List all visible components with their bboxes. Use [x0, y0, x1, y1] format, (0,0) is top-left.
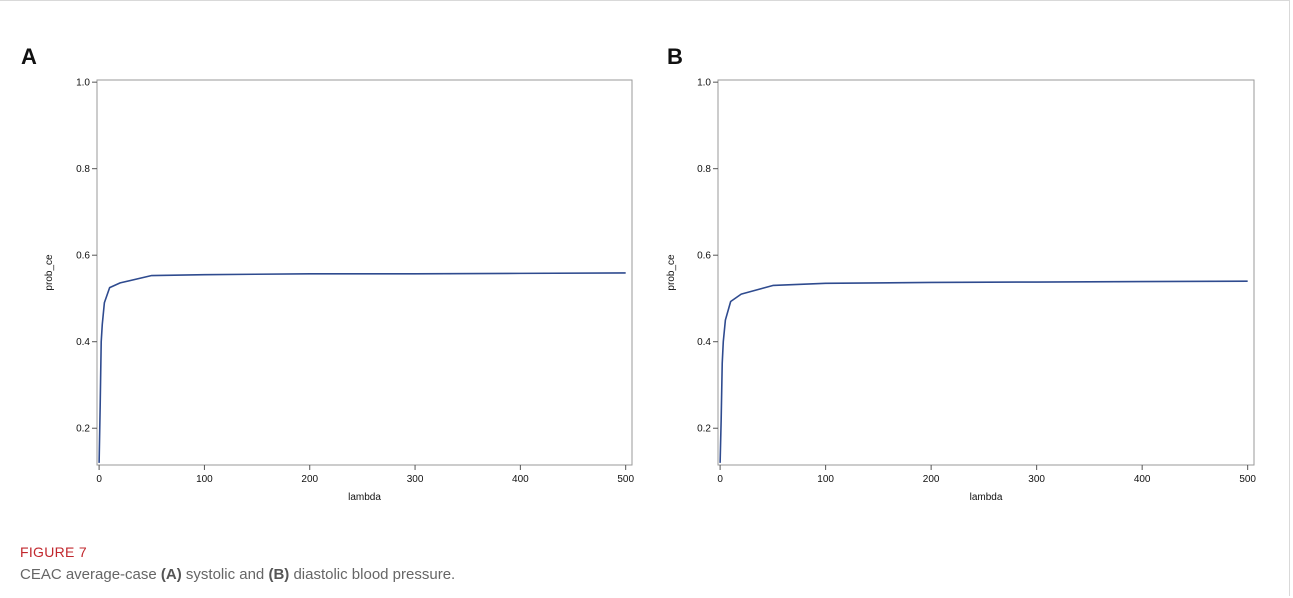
panel-label-b: B: [667, 44, 683, 69]
y-tick-label: 0.4: [76, 337, 90, 348]
y-tick-label: 0.8: [76, 164, 90, 175]
y-tick-label: 0.4: [697, 337, 711, 348]
y-axis-label: prob_ce: [666, 254, 677, 291]
y-tick-label: 0.8: [697, 164, 711, 175]
y-tick-label: 0.2: [76, 424, 90, 435]
y-axis-label: prob_ce: [44, 254, 55, 291]
x-tick-label: 200: [923, 474, 940, 485]
y-tick-label: 0.2: [697, 424, 711, 435]
x-tick-label: 400: [1134, 474, 1151, 485]
caption-part-2: systolic and: [181, 566, 269, 583]
caption-part-3: (B): [268, 566, 290, 583]
figure-label: FIGURE 7: [20, 544, 87, 560]
x-tick-label: 500: [1239, 474, 1256, 485]
series-line: [98, 272, 626, 463]
x-tick-label: 100: [196, 474, 213, 485]
x-tick-label: 0: [717, 474, 723, 485]
x-axis-label: lambda: [970, 492, 1003, 503]
series-line: [719, 280, 1248, 463]
x-tick-label: 100: [817, 474, 834, 485]
caption-text: CEAC average-case (A) systolic and (B) d…: [20, 566, 455, 583]
panel-label-a: A: [21, 44, 37, 69]
y-tick-label: 0.6: [76, 251, 90, 262]
y-tick-label: 0.6: [697, 251, 711, 262]
chart-b: 0 100 200 300 400 500 0.2 0.4 0.6 0.8 1.0 lambda pro…: [666, 78, 1256, 503]
caption-part-0: CEAC average-case: [20, 566, 161, 583]
plot-area: [96, 79, 633, 466]
x-tick-label: 500: [617, 474, 634, 485]
y-tick-label: 1.0: [76, 78, 90, 89]
figure-caption: FIGURE 7 CEAC average-case (A) systolic …: [20, 544, 455, 583]
plot-area: [717, 79, 1255, 466]
caption-part-1: (A): [160, 566, 182, 583]
x-tick-label: 200: [301, 474, 318, 485]
x-tick-label: 0: [96, 474, 102, 485]
x-tick-label: 300: [1028, 474, 1045, 485]
x-tick-label: 400: [512, 474, 529, 485]
y-tick-label: 1.0: [697, 78, 711, 89]
x-tick-label: 300: [407, 474, 424, 485]
x-axis-label: lambda: [348, 492, 381, 503]
chart-a: 0 100 200 300 400 500 0.2 0.4 0.6 0.8 1.0 lambda pro…: [44, 78, 634, 503]
caption-part-4: diastolic blood pressure.: [289, 566, 456, 583]
